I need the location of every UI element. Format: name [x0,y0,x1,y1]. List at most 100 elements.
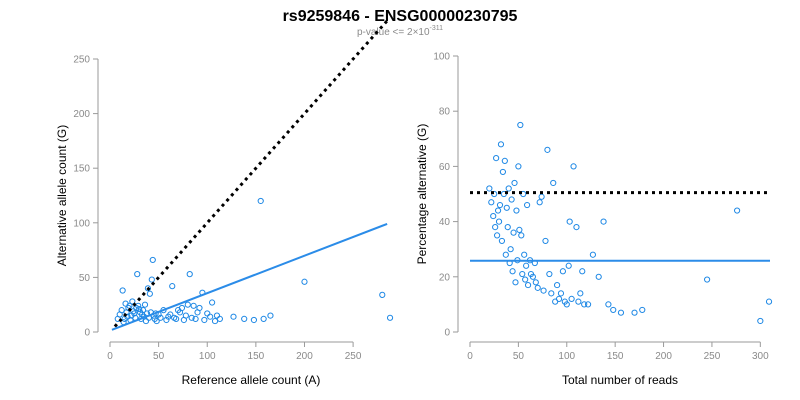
left-data-point [184,301,191,308]
left-data-point [134,271,141,278]
right-data-point [532,279,539,286]
left-data-point [250,316,258,324]
right-data-point [595,273,602,280]
left-data-point [190,302,197,309]
right-data-point [522,276,529,283]
right-data-point [513,207,520,214]
right-data-point [553,281,561,289]
right-data-point [563,301,570,308]
left-data-point [182,312,189,319]
left-data-point [119,287,126,294]
left-data-point [213,312,221,319]
chart-subtitle: p-value <= 2×10-311 [357,25,443,38]
right-data-point [516,226,523,233]
right-data-point [584,301,592,308]
right-data-point [494,207,502,214]
left-x-tick-label: 250 [345,351,362,362]
right-data-point [555,295,563,302]
right-data-point [559,268,567,275]
right-data-point [534,284,541,291]
left-data-point [386,314,394,321]
right-data-point [589,251,597,258]
left-data-point [301,278,308,285]
right-data-point [490,212,497,220]
right-x-tick-label: 100 [558,351,575,362]
left-data-point [144,285,152,292]
right-data-point [496,201,504,209]
right-y-tick-label: 60 [439,162,451,173]
right-data-point [498,237,506,245]
left-data-point [149,256,156,264]
right-data-point [542,237,549,245]
right-data-point [503,204,510,211]
subtitle-exponent: -311 [430,25,444,32]
right-data-point [517,121,524,129]
left-y-tick-label: 0 [84,328,90,339]
right-data-point [538,193,545,200]
right-data-point [518,232,525,239]
right-data-point [568,295,575,302]
right-data-point [757,317,764,325]
right-data-point [631,309,638,316]
right-data-point [575,298,582,305]
right-data-point [515,163,522,170]
right-x-tick-label: 300 [752,351,769,362]
left-x-tick-label: 0 [107,351,113,362]
left-data-point [129,298,136,305]
left-data-point [136,305,143,313]
left-x-tick-label: 50 [153,351,165,362]
right-data-point [605,301,612,308]
right-x-tick-label: 150 [607,351,624,362]
left-data-point [153,317,160,325]
left-x-tick-label: 200 [296,351,313,362]
right-data-point [600,218,607,225]
right-data-point [581,301,588,308]
left-data-point [192,315,199,322]
left-y-tick-label: 150 [73,164,90,175]
right-data-point [536,199,543,206]
left-data-point [186,271,193,278]
left-data-point [139,307,147,314]
right-data-point [540,287,547,294]
right-data-point [499,168,507,176]
right-data-point [508,196,515,203]
left-data-point [118,307,125,314]
right-data-point [557,290,565,297]
right-scatter-panel: 0 50 100 150 200 250 300 0 20 40 60 80 100 Total numb… [415,52,773,387]
right-data-point [493,232,501,239]
left-fit-solid-line [111,222,388,331]
right-data-point [733,207,741,214]
right-data-point [519,270,526,278]
right-data-point [509,268,516,275]
right-data-point [550,179,557,187]
right-data-point [492,224,499,231]
right-data-point [703,276,711,283]
right-x-tick-label: 200 [655,351,672,362]
right-y-tick-label: 80 [439,107,451,118]
left-data-point [241,315,248,322]
left-data-point [204,310,211,317]
right-data-point [765,298,773,305]
right-x-tick-label: 50 [513,351,525,362]
left-data-point [207,313,214,320]
subtitle-times: × [413,27,419,38]
chart-title: rs9259846 - ENSG00000230795 [283,8,518,25]
left-data-point [146,290,153,297]
left-data-point [163,316,170,324]
left-x-tick-label: 100 [199,351,216,362]
right-x-tick-label: 0 [467,351,473,362]
right-data-point [523,262,530,269]
right-data-point [505,185,512,192]
left-x-tick-label: 150 [248,351,265,362]
right-y-tick-label: 40 [439,217,451,228]
left-y-tick-label: 200 [73,109,90,120]
right-data-point [502,251,509,258]
left-y-tick-label: 50 [79,273,91,284]
left-y-tick-label: 250 [73,55,90,66]
right-data-point [546,270,553,278]
left-x-axis-label: Reference allele count (A) [182,373,321,387]
right-x-tick-label: 250 [704,351,721,362]
right-data-point [577,290,584,297]
left-data-point [142,317,150,325]
